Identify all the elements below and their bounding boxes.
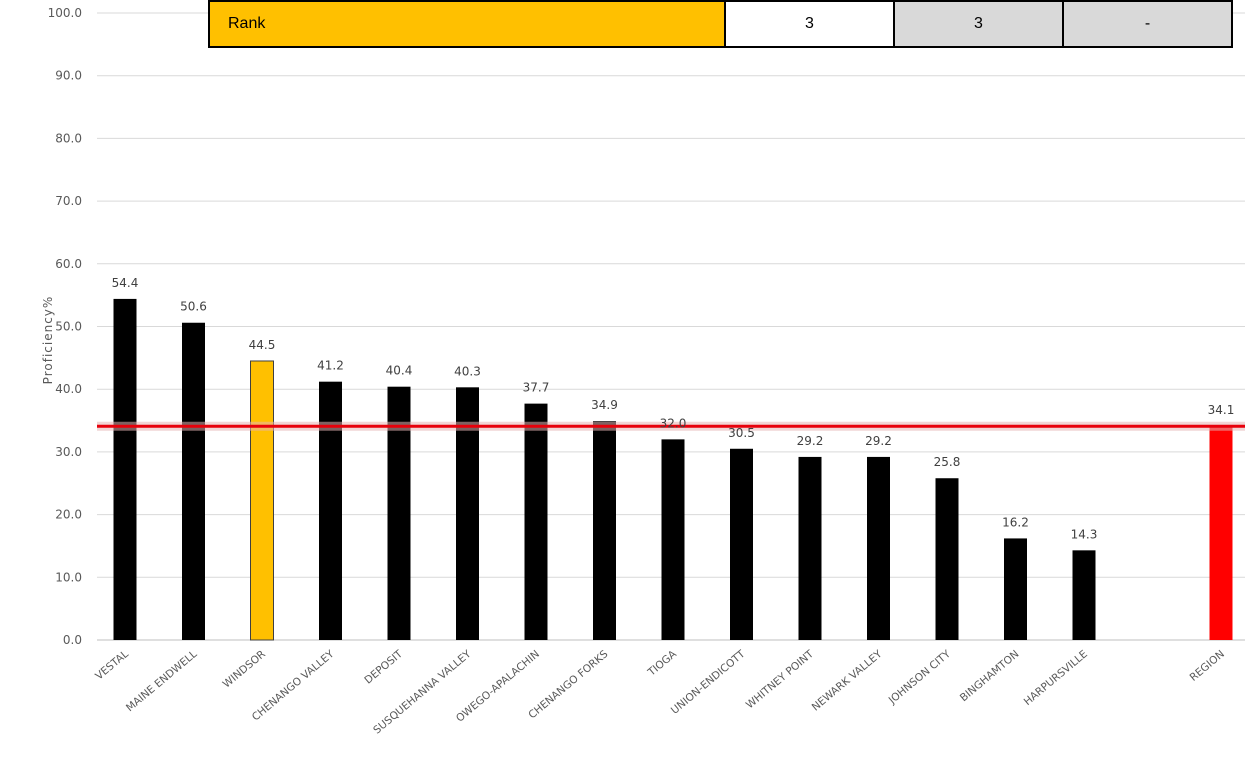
y-tick-label: 60.0	[55, 257, 82, 271]
x-tick-label: TIOGA	[645, 648, 679, 680]
data-label: 32.0	[660, 416, 687, 430]
bar-chenango-forks	[593, 421, 616, 640]
data-label: 44.5	[249, 338, 276, 352]
y-tick-label: 70.0	[55, 194, 82, 208]
data-label: 40.4	[386, 364, 413, 378]
bar-windsor	[250, 360, 274, 641]
y-tick-label: 80.0	[55, 131, 82, 145]
y-tick-label: 90.0	[55, 69, 82, 83]
y-tick-label: 100.0	[48, 6, 82, 20]
rank-row: Rank 3 3 -	[208, 0, 1233, 48]
data-label: 34.1	[1208, 403, 1235, 417]
x-tick-label: MAINE ENDWELL	[124, 648, 200, 714]
rank-label: Rank	[208, 0, 726, 48]
data-label: 14.3	[1071, 527, 1098, 541]
bar-newark-valley	[867, 456, 890, 640]
x-tick-label: WHITNEY POINT	[744, 648, 817, 712]
y-tick-label: 0.0	[63, 633, 82, 647]
rank-value-1: 3	[724, 0, 895, 48]
x-tick-label: BINGHAMTON	[958, 648, 1022, 704]
bar-union-endicott	[730, 448, 753, 640]
bar-region	[1209, 426, 1233, 640]
data-label: 34.9	[591, 398, 618, 412]
x-tick-label: UNION-ENDICOTT	[669, 648, 748, 717]
x-tick-label: JOHNSON CITY	[886, 648, 954, 707]
data-label: 25.8	[934, 455, 961, 469]
rank-value-3: -	[1062, 0, 1233, 48]
x-tick-label: NEWARK VALLEY	[810, 648, 885, 714]
bars	[113, 298, 1233, 641]
rank-table: Rank 3 3 -	[208, 0, 1233, 48]
data-labels: 54.4 50.6 44.5 41.2 40.4 40.3 37.7 34.9 32.0 30.5…	[112, 276, 1235, 541]
bar-vestal	[113, 298, 137, 640]
x-tick-label: HARPURSVILLE	[1022, 648, 1090, 708]
data-label: 37.7	[523, 381, 550, 395]
bar-whitney-point	[798, 456, 822, 640]
bar-maine-endwell	[182, 322, 205, 640]
y-axis-ticks: 0.0 10.0 20.0 30.0 40.0 50.0 60.0 70.0 80.0 90.0 1…	[48, 6, 82, 647]
bar-johnson-city	[935, 478, 959, 640]
bar-tioga	[661, 439, 685, 640]
bar-susquehanna-valley	[456, 387, 479, 640]
bar-deposit	[387, 386, 411, 640]
y-tick-label: 50.0	[55, 320, 82, 334]
bar-owego-apalachin	[524, 403, 548, 640]
data-label: 29.2	[797, 434, 824, 448]
y-tick-label: 10.0	[55, 570, 82, 584]
rank-value-2: 3	[893, 0, 1064, 48]
bar-harpursville	[1072, 550, 1096, 640]
data-label: 50.6	[180, 300, 207, 314]
y-tick-label: 20.0	[55, 508, 82, 522]
data-label: 16.2	[1002, 515, 1029, 529]
x-tick-label: REGION	[1188, 648, 1227, 684]
y-tick-label: 40.0	[55, 382, 82, 396]
data-label: 41.2	[317, 359, 344, 373]
x-tick-label: VESTAL	[93, 648, 131, 682]
x-tick-label: DEPOSIT	[362, 648, 405, 687]
y-axis-title: Proficiency%	[41, 296, 55, 385]
data-label: 29.2	[865, 434, 892, 448]
y-tick-label: 30.0	[55, 445, 82, 459]
bar-binghamton	[1004, 538, 1027, 640]
x-tick-label: WINDSOR	[221, 648, 268, 690]
data-label: 54.4	[112, 276, 139, 290]
data-label: 30.5	[728, 426, 755, 440]
data-label: 40.3	[454, 364, 481, 378]
bar-chenango-valley	[319, 381, 342, 640]
